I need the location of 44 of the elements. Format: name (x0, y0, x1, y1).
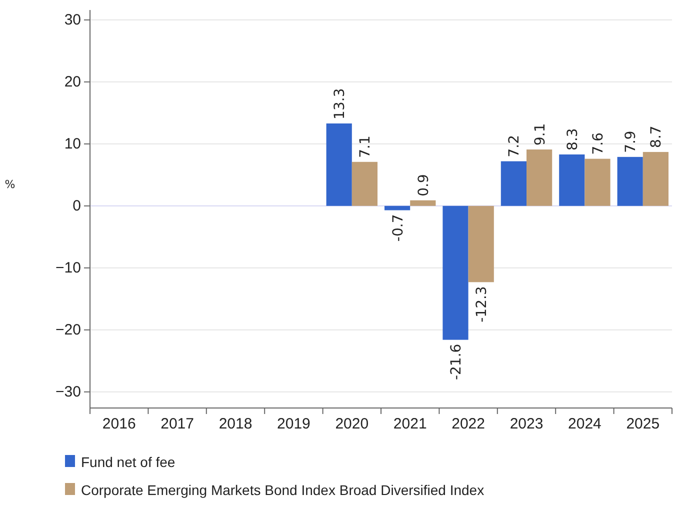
bar (642, 152, 669, 206)
x-tick-label: 2018 (218, 416, 252, 433)
data-label: 8.3 (564, 128, 581, 150)
data-label: -0.7 (390, 214, 406, 242)
data-label: 7.2 (506, 135, 523, 158)
y-axis-title: % (4, 178, 16, 191)
legend-label: Fund net of fee (81, 454, 176, 470)
bar (584, 158, 610, 206)
bar (617, 156, 643, 206)
y-tick-label: 20 (64, 74, 81, 91)
data-label: 0.9 (416, 174, 432, 196)
bar (468, 206, 494, 282)
data-label: 13.3 (332, 88, 348, 120)
x-tick-label: 2024 (568, 416, 602, 433)
x-tick-label: 2019 (277, 416, 310, 433)
y-tick-label: 10 (64, 136, 81, 153)
bar (352, 162, 378, 206)
x-tick-label: 2021 (393, 416, 427, 433)
x-tick-label: 2016 (102, 416, 136, 433)
y-tick-label: −30 (56, 384, 81, 401)
data-label: -21.6 (448, 344, 464, 380)
bar (559, 154, 585, 206)
y-tick-label: 30 (64, 12, 81, 29)
x-tick-label: 2025 (626, 416, 660, 433)
x-tick-label: 2022 (452, 416, 485, 433)
bar (526, 149, 552, 206)
x-tick-label: 2023 (510, 416, 544, 433)
y-tick-label: −10 (56, 260, 81, 277)
x-tick-label: 2017 (160, 416, 194, 433)
bar (410, 200, 436, 206)
bar (384, 206, 410, 210)
legend-label: Corporate Emerging Markets Bond Index Broad Diversified Index (81, 482, 484, 498)
y-tick-label: 0 (72, 198, 81, 215)
data-label: 7.6 (590, 132, 607, 155)
data-label: 8.7 (648, 126, 665, 148)
bar (442, 206, 468, 340)
y-tick-label: −20 (56, 322, 81, 339)
x-tick-label: 2020 (335, 416, 369, 433)
bar (500, 161, 526, 206)
data-label: 9.1 (532, 123, 548, 146)
data-label: 7.9 (623, 130, 640, 153)
data-label: -12.3 (474, 286, 490, 322)
bar (326, 123, 352, 206)
data-label: 7.1 (358, 136, 374, 158)
